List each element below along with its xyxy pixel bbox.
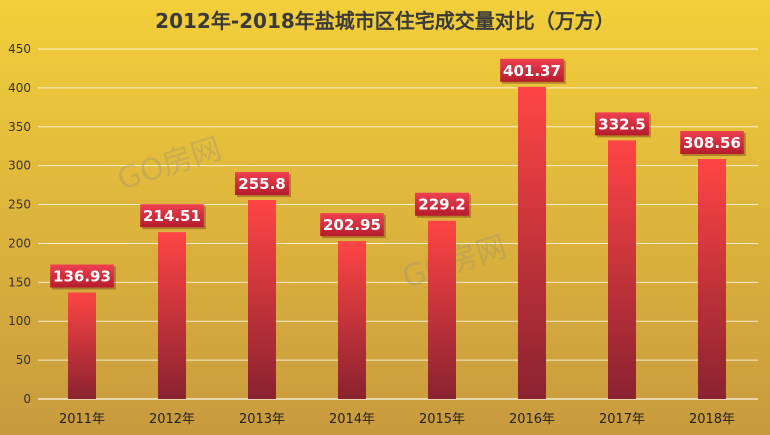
bar xyxy=(698,159,726,399)
data-label: 308.56 xyxy=(680,131,746,157)
x-category-label: 2011年 xyxy=(59,412,105,427)
data-label: 136.93 xyxy=(50,264,116,290)
y-tick-label: 150 xyxy=(8,275,31,289)
data-label-text: 401.37 xyxy=(503,62,561,80)
y-axis-ticks: 0 50 100 150 200 250 300 350 400 450 xyxy=(8,42,31,406)
data-labels: 136.93 214.51 255.8 202.95 229.2 401.37 332.5 3… xyxy=(50,58,746,290)
y-tick-label: 450 xyxy=(8,42,31,56)
y-tick-label: 0 xyxy=(23,392,31,406)
data-label-box xyxy=(140,204,204,228)
data-label: 214.51 xyxy=(140,204,206,230)
data-label: 255.8 xyxy=(235,172,291,198)
data-label: 202.95 xyxy=(320,213,386,239)
y-tick-label: 50 xyxy=(16,353,31,367)
data-label-box xyxy=(500,58,564,82)
y-tick-label: 350 xyxy=(8,120,31,134)
data-label-box xyxy=(415,192,469,216)
y-tick-label: 100 xyxy=(8,314,31,328)
data-label-text: 332.5 xyxy=(598,115,645,133)
x-category-label: 2015年 xyxy=(419,412,465,427)
data-label: 229.2 xyxy=(415,192,471,218)
data-label: 401.37 xyxy=(500,58,566,84)
y-tick-label: 300 xyxy=(8,159,31,173)
x-category-label: 2017年 xyxy=(599,412,645,427)
data-label-box xyxy=(50,264,114,288)
data-label-text: 255.8 xyxy=(238,175,285,193)
data-label-text: 136.93 xyxy=(53,267,111,285)
x-axis-categories: 2011年 2012年 2013年 2014年 2015年 2016年 2017年 2018年 xyxy=(59,412,735,427)
data-label-box xyxy=(595,112,649,136)
x-category-label: 2014年 xyxy=(329,412,375,427)
data-label-text: 308.56 xyxy=(683,134,741,152)
bar xyxy=(68,292,96,399)
x-category-label: 2018年 xyxy=(689,412,735,427)
x-category-label: 2013年 xyxy=(239,412,285,427)
data-label-text: 214.51 xyxy=(143,207,201,225)
bar xyxy=(158,232,186,399)
y-tick-label: 250 xyxy=(8,198,31,212)
data-label: 332.5 xyxy=(595,112,651,138)
bars xyxy=(68,86,726,399)
bar xyxy=(518,86,546,399)
bar xyxy=(608,140,636,399)
bar xyxy=(428,220,456,399)
y-tick-label: 400 xyxy=(8,81,31,95)
x-category-label: 2016年 xyxy=(509,412,555,427)
data-label-box xyxy=(680,131,744,155)
data-label-text: 229.2 xyxy=(418,196,465,214)
y-tick-label: 200 xyxy=(8,236,31,250)
bar xyxy=(338,241,366,399)
data-label-box xyxy=(235,172,289,196)
data-label-box xyxy=(320,213,384,237)
data-label-text: 202.95 xyxy=(323,216,381,234)
chart-title: 2012年-2018年盐城市区住宅成交量对比（万方） xyxy=(155,9,615,33)
bar xyxy=(248,200,276,399)
x-category-label: 2012年 xyxy=(149,412,195,427)
